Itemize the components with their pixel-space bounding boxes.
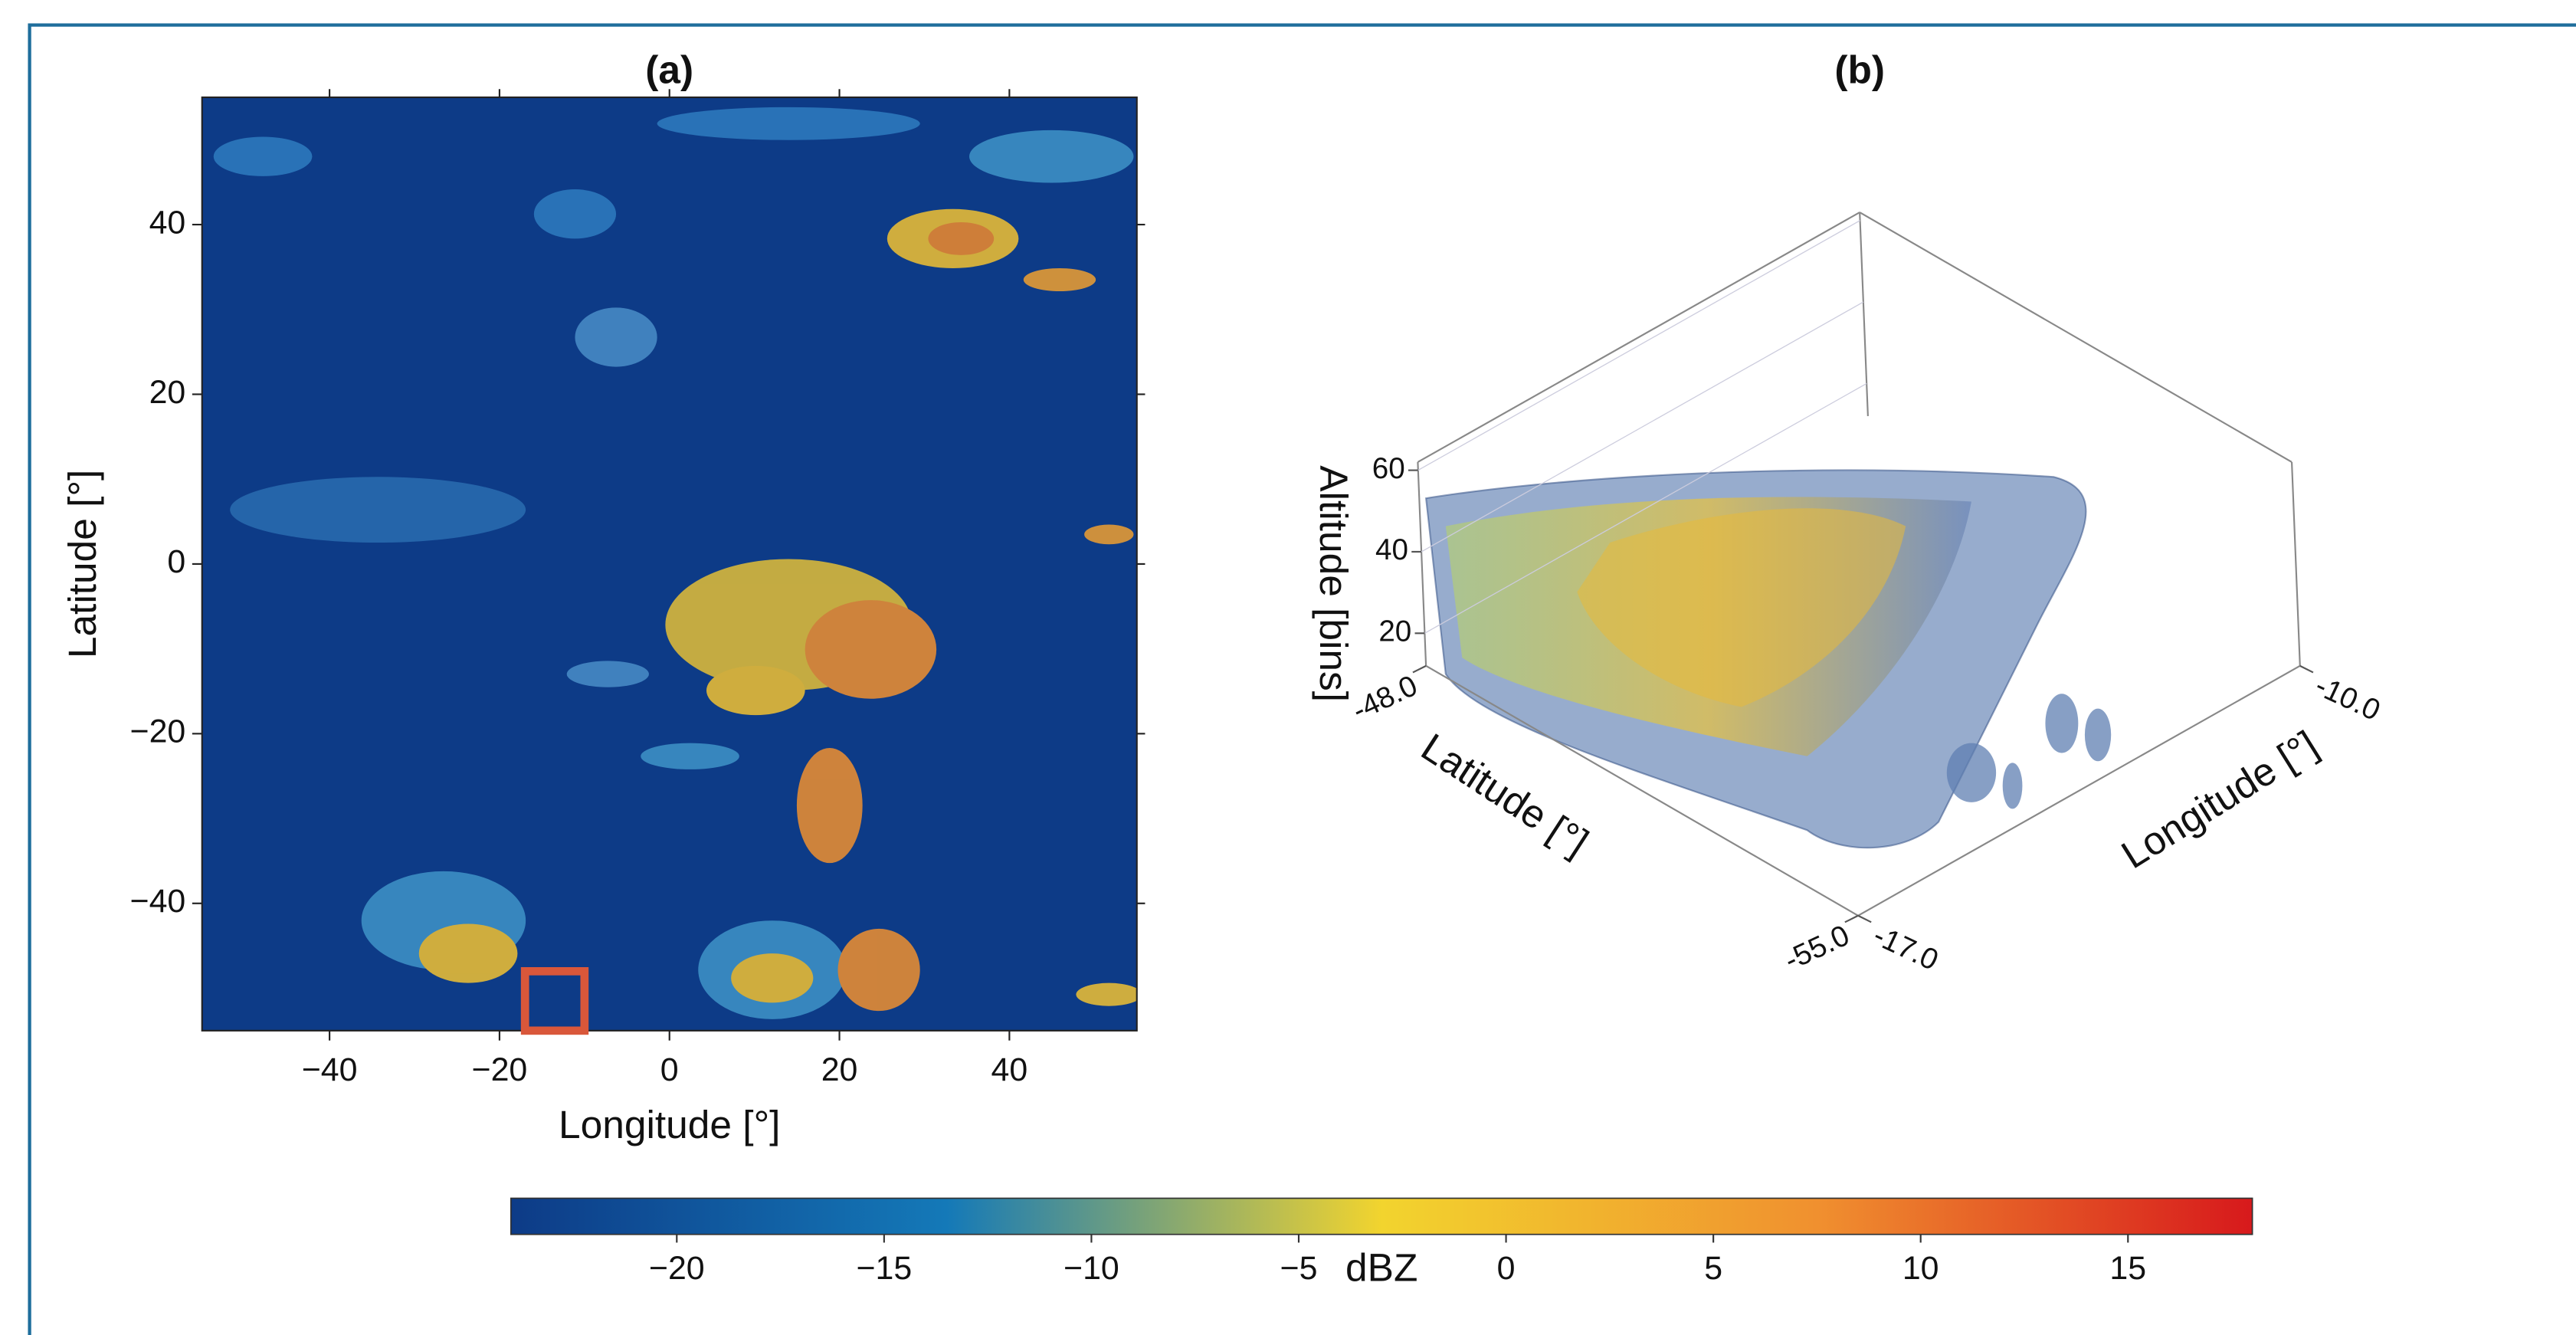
highlight-box [520,966,589,1035]
colorbar-tick-label: −20 [649,1250,705,1287]
y-tick-label: 0 [167,543,185,580]
axis-edge [2290,461,2301,666]
colorbar-tick-label: 15 [2109,1250,2146,1287]
y-tick-label: 20 [149,374,186,411]
x-axis-label: Longitude [°] [559,1102,780,1146]
y-axis-label: Latitude [°] [60,470,104,659]
z-tick-label: 60 [1372,452,1405,485]
x-tick-label: 40 [991,1051,1028,1088]
frame [28,23,2576,1335]
z-axis-label: Altitude [bins] [1312,465,1356,702]
x-axis-label: Longitude [°] [2113,722,2325,877]
grid-line [1417,220,1860,471]
y-tick-label: -55.0 [1779,919,1854,977]
colorbar-tick-label: 10 [1903,1250,1939,1287]
colorbar-tick-label: −15 [856,1250,912,1287]
y-tick-label: 40 [149,204,186,241]
colorbar-tick-label: −10 [1064,1250,1119,1287]
colorbar-tick-label: −5 [1280,1250,1318,1287]
colorbar-tick-label: 5 [1704,1250,1722,1287]
x-tick [2299,664,2314,674]
y-tick [1844,914,1859,923]
x-tick-label: −20 [472,1051,528,1088]
y-tick-label: −40 [130,883,186,920]
y-tick-label: -48.0 [1347,669,1422,727]
colorbar-tick-label: 0 [1497,1250,1516,1287]
axis-edge [1417,461,1427,666]
map [202,97,1137,1031]
x-tick [1857,914,1872,923]
x-tick-label: -10.0 [2310,669,2385,727]
x-tick-label: −40 [302,1051,358,1088]
x-tick-label: 20 [821,1051,858,1088]
colorbar-label: dBZ [1345,1245,1417,1289]
y-tick-label: −20 [130,713,186,750]
colorbar [510,1197,2253,1235]
chart-title: (a) [645,47,693,91]
cloud-field [213,107,1137,1019]
axis-edge [1417,212,1860,463]
axis-edge [1425,664,1859,917]
grid-line [1424,382,1867,634]
axis-edge [1859,212,1869,416]
chart-title: (b) [1834,47,1885,91]
x-tick-label: 0 [660,1051,679,1088]
cloud-volume [1424,469,2112,849]
y-tick [1412,664,1427,674]
z-tick-label: 40 [1375,533,1408,566]
axis-edge [1857,664,2301,917]
axis-edge [1859,212,2293,463]
x-tick-label: -17.0 [1868,919,1943,977]
grid-line [1421,301,1864,553]
z-tick-label: 20 [1378,615,1411,648]
